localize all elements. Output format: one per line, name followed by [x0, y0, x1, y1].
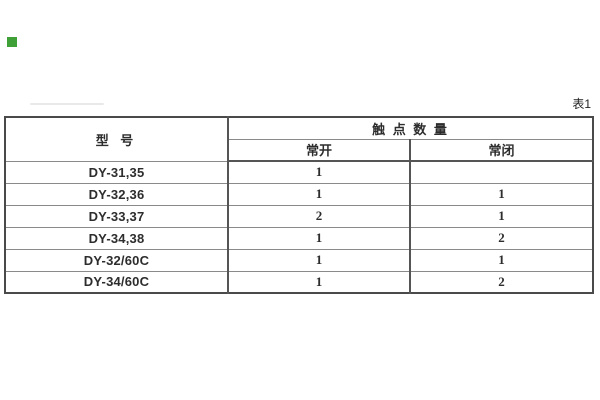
table-row: DY-32,36 1 1 [5, 182, 593, 205]
table-caption: 表1 [572, 97, 591, 111]
normally-open-cell: 1 [227, 160, 410, 183]
table-row: DY-31,35 1 [5, 160, 593, 183]
faded-scan-artifact [30, 103, 104, 105]
table-row: DY-32/60C 1 1 [5, 248, 593, 271]
column-header-normally-closed: 常闭 [409, 138, 593, 162]
column-header-contact-quantity: 触 点 数 量 [227, 116, 593, 139]
normally-open-cell: 1 [227, 270, 410, 293]
header-row-sub: 常开 常闭 [5, 138, 593, 162]
normally-open-cell: 1 [227, 248, 410, 271]
header-row-group: 型 号 触 点 数 量 [5, 116, 593, 161]
model-cell: DY-32/60C [5, 248, 228, 271]
contacts-table: 型 号 触 点 数 量 常开 常闭 DY-31,35 1 DY-32,36 1 … [4, 116, 594, 294]
normally-closed-cell: 1 [409, 182, 593, 205]
table-row: DY-34,38 1 2 [5, 226, 593, 249]
normally-closed-cell: 2 [409, 270, 593, 293]
normally-open-cell: 2 [227, 204, 410, 227]
normally-open-cell: 1 [227, 182, 410, 205]
table-row: DY-34/60C 1 2 [5, 270, 593, 293]
model-cell: DY-32,36 [5, 182, 228, 205]
normally-closed-cell: 1 [409, 204, 593, 227]
table-row: DY-33,37 2 1 [5, 204, 593, 227]
model-cell: DY-34,38 [5, 226, 228, 249]
normally-open-cell: 1 [227, 226, 410, 249]
column-header-model: 型 号 [5, 116, 228, 161]
column-header-normally-open: 常开 [227, 138, 410, 162]
model-cell: DY-31,35 [5, 160, 228, 183]
green-square-icon [7, 37, 17, 47]
normally-closed-cell: 2 [409, 226, 593, 249]
normally-closed-cell: 1 [409, 248, 593, 271]
model-cell: DY-34/60C [5, 270, 228, 293]
normally-closed-cell [409, 160, 593, 183]
model-cell: DY-33,37 [5, 204, 228, 227]
